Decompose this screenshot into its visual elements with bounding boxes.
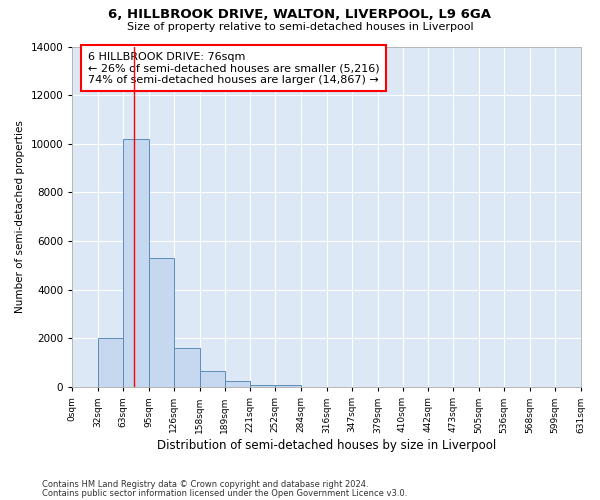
Bar bbox=[98, 338, 123, 387]
Bar bbox=[224, 381, 250, 387]
Bar bbox=[250, 384, 275, 387]
X-axis label: Distribution of semi-detached houses by size in Liverpool: Distribution of semi-detached houses by … bbox=[157, 440, 496, 452]
Text: Contains HM Land Registry data © Crown copyright and database right 2024.: Contains HM Land Registry data © Crown c… bbox=[42, 480, 368, 489]
Text: Size of property relative to semi-detached houses in Liverpool: Size of property relative to semi-detach… bbox=[127, 22, 473, 32]
Bar bbox=[123, 139, 149, 387]
Bar bbox=[275, 384, 301, 387]
Text: Contains public sector information licensed under the Open Government Licence v3: Contains public sector information licen… bbox=[42, 490, 407, 498]
Bar bbox=[174, 348, 200, 387]
Bar bbox=[200, 372, 224, 387]
Text: 6 HILLBROOK DRIVE: 76sqm
← 26% of semi-detached houses are smaller (5,216)
74% o: 6 HILLBROOK DRIVE: 76sqm ← 26% of semi-d… bbox=[88, 52, 379, 85]
Bar bbox=[149, 258, 174, 387]
Y-axis label: Number of semi-detached properties: Number of semi-detached properties bbox=[15, 120, 25, 314]
Text: 6, HILLBROOK DRIVE, WALTON, LIVERPOOL, L9 6GA: 6, HILLBROOK DRIVE, WALTON, LIVERPOOL, L… bbox=[109, 8, 491, 20]
